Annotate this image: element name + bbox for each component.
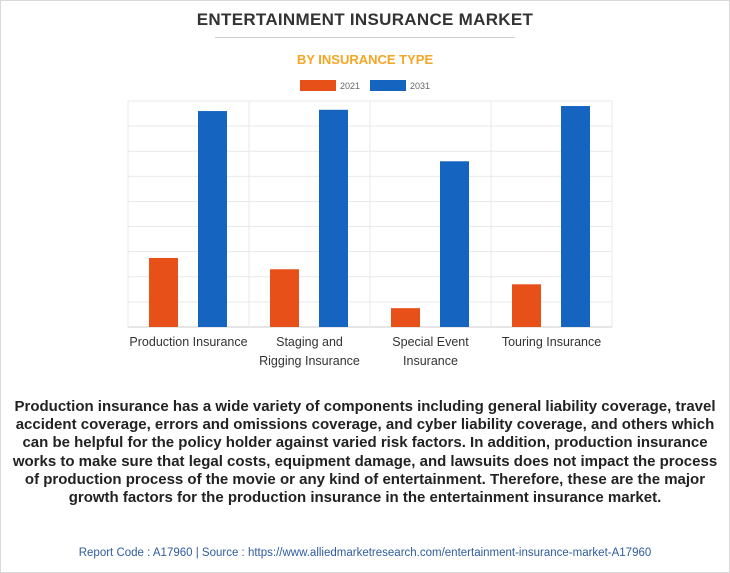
x-tick-label: Touring Insurance [502,335,601,349]
bar-2021-2 [391,308,420,327]
legend-swatch-2021 [299,80,336,91]
bar-2031-3 [561,106,590,328]
bar-2021-1 [270,269,299,327]
bar-2021-3 [512,284,541,327]
chart-title: ENTERTAINMENT INSURANCE MARKET [196,10,534,29]
bar-chart: Production Insurance Staging and Rigging I… [127,100,613,368]
x-tick-label-line: Special Event [392,335,469,349]
x-tick-label: Production Insurance [129,335,247,349]
title-divider [215,37,515,38]
bar-2031-0 [198,111,227,328]
x-tick-label-line: Staging and [276,335,343,349]
legend-label-2021: 2021 [339,80,360,91]
x-tick-label: Staging and Rigging Insurance [259,335,360,368]
legend-label-2031: 2031 [410,80,431,91]
legend-item-2031: 2031 [370,80,430,91]
bar-2021-0 [149,257,178,327]
legend-item-2021: 2021 [299,80,360,91]
bar-2031-2 [440,161,469,327]
chart-description: Production insurance has a wide variety … [12,398,718,507]
chart-legend: 2021 2031 [0,80,730,91]
legend-swatch-2031 [370,80,406,91]
x-tick-label-line: Rigging Insurance [259,354,360,368]
source-footer: Report Code : A17960 | Source : https://… [78,547,652,559]
x-tick-label-line: Insurance [403,354,458,368]
x-tick-label-line: Touring Insurance [502,335,601,349]
chart-subtitle: BY INSURANCE TYPE [296,52,434,67]
bar-2031-1 [319,109,348,328]
x-tick-label-line: Production Insurance [129,335,247,349]
x-tick-label: Special Event Insurance [392,335,469,368]
